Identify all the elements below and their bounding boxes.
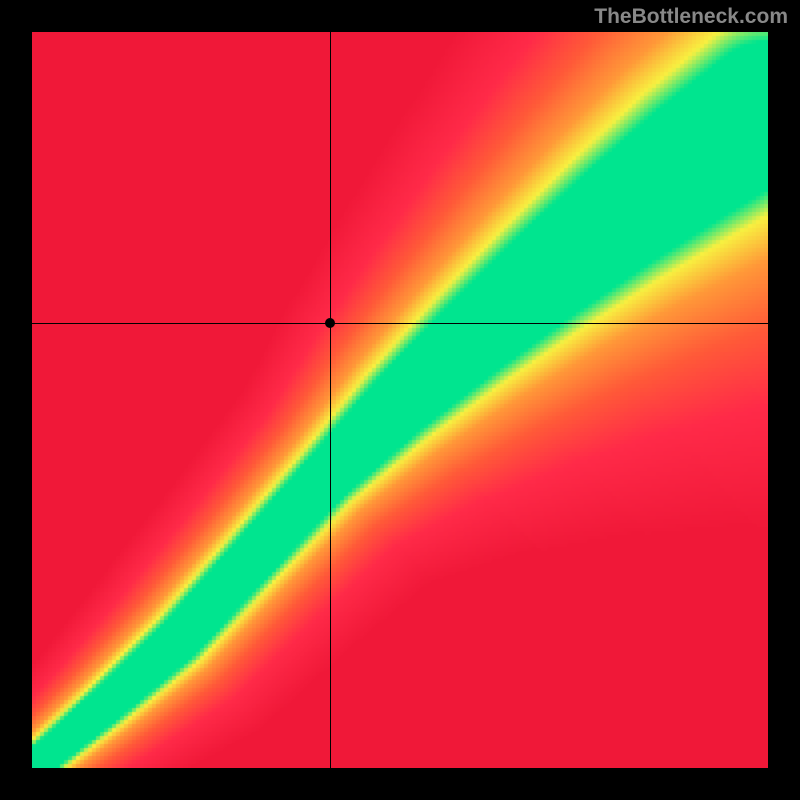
plot-area [32,32,768,768]
crosshair-horizontal [32,323,768,324]
watermark-text: TheBottleneck.com [594,5,788,29]
chart-container: TheBottleneck.com [0,0,800,800]
crosshair-vertical [330,32,331,768]
heatmap-canvas [32,32,768,768]
crosshair-marker [325,318,335,328]
